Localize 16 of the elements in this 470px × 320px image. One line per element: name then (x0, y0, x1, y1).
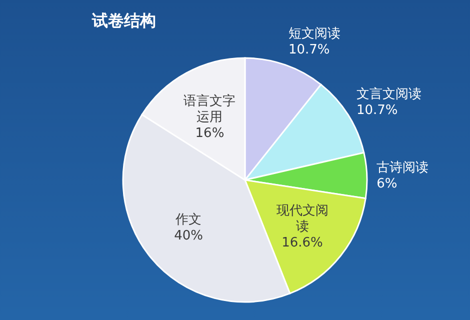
data-label: 10.7% (356, 103, 398, 118)
pie-slice (244, 179, 366, 294)
slice-label: 古诗阅读 (376, 160, 429, 176)
data-label: 16% (195, 126, 224, 141)
slice-label: 作文 (174, 212, 202, 228)
pie-slice (141, 57, 246, 181)
slice-label: 短文阅读 (288, 26, 340, 42)
pie-slice (244, 152, 368, 200)
data-label: 16.6% (282, 236, 323, 251)
slice-label: 语言文字运用 (184, 92, 236, 125)
slice-label: 现代文阅读 (276, 204, 328, 235)
data-label: 40% (174, 228, 204, 244)
chart-title: 试卷结构 (91, 11, 156, 30)
data-label: 6% (376, 176, 398, 192)
data-label: 10.7% (288, 42, 330, 58)
slice-label: 文言文阅读 (356, 86, 422, 102)
